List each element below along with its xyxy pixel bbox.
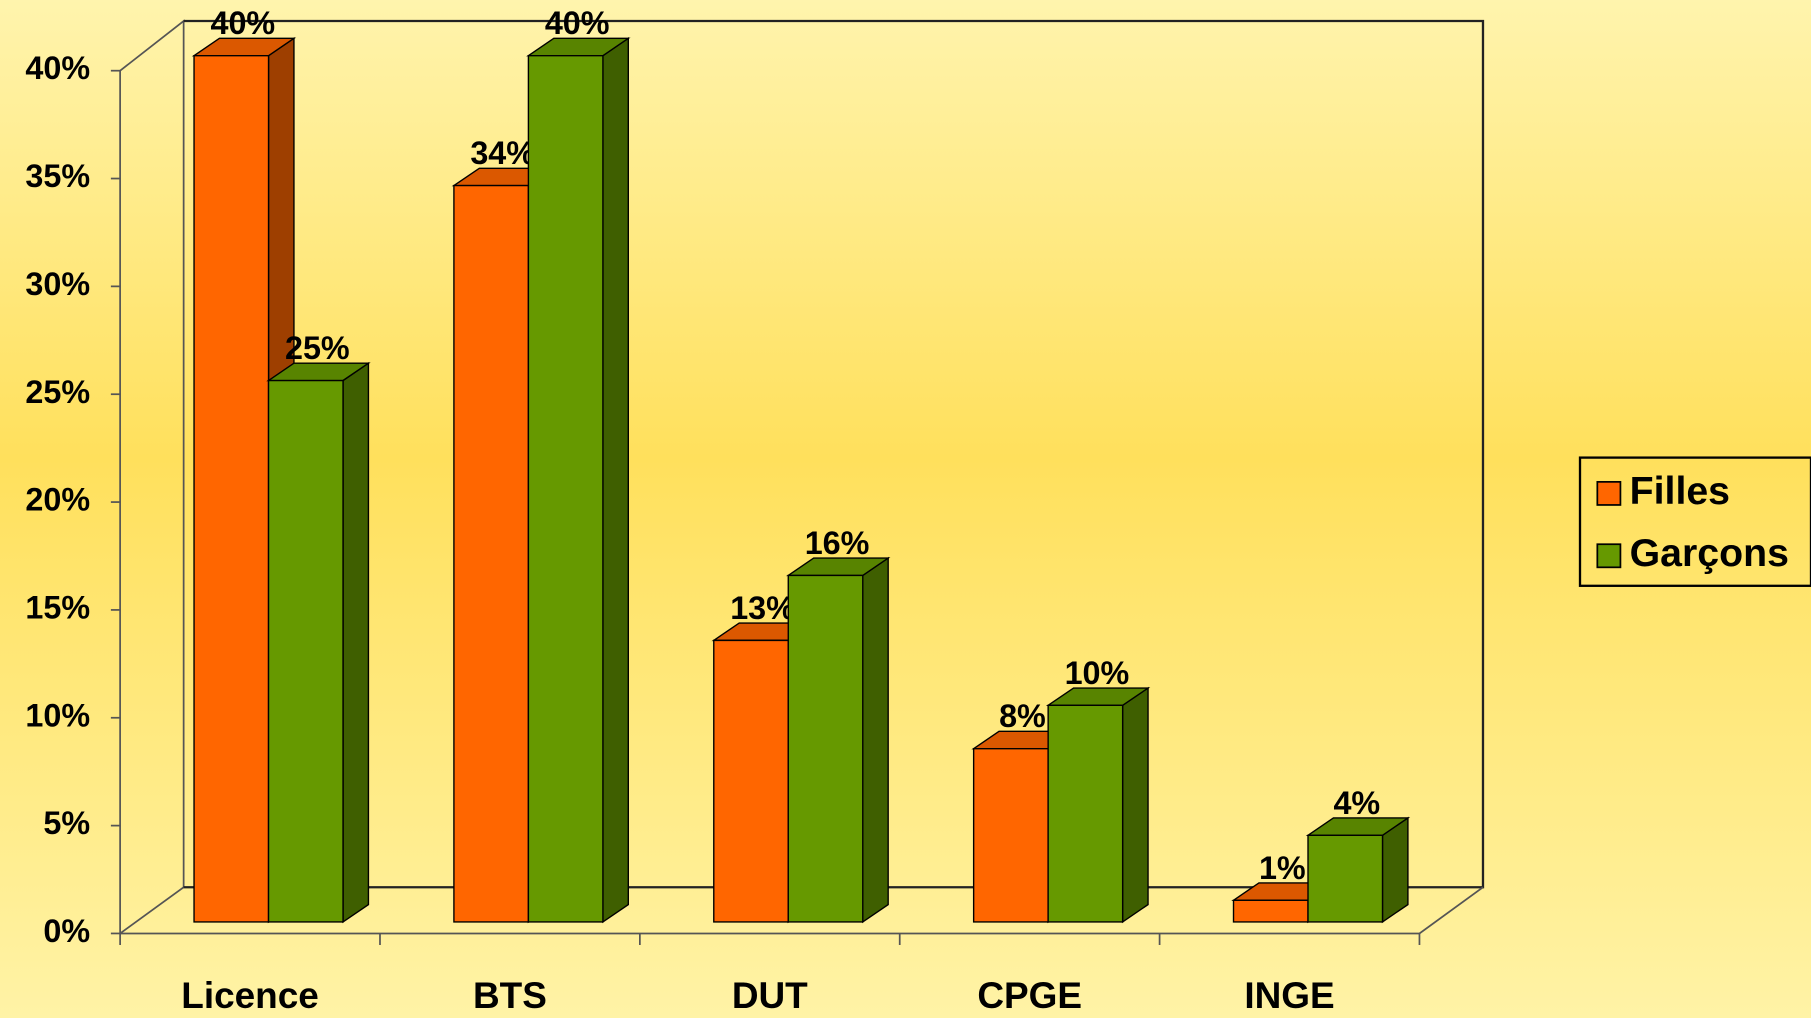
x-tick-label: Licence [181, 975, 319, 1016]
y-tick-label: 15% [25, 589, 90, 625]
bar-front [1232, 899, 1309, 923]
side-wall [119, 19, 185, 935]
x-tick-label: DUT [732, 975, 808, 1016]
y-tick-label: 35% [25, 158, 90, 194]
bar-side [1121, 686, 1149, 924]
data-label: 25% [285, 330, 350, 366]
legend-swatch [1596, 543, 1622, 569]
x-tick-label: INGE [1244, 975, 1334, 1016]
bar-front [972, 747, 1049, 923]
data-label: 40% [545, 5, 610, 41]
bar-front [787, 574, 864, 923]
bar [1045, 686, 1151, 924]
y-tick-label: 25% [25, 374, 90, 410]
y-tick-label: 10% [25, 697, 90, 733]
bar [526, 37, 631, 924]
legend-label: Garçons [1630, 531, 1789, 575]
y-tick-label: 40% [25, 50, 90, 86]
bar-front [1047, 704, 1124, 923]
bar-front [527, 54, 604, 923]
bar-side [1381, 816, 1409, 924]
bar-front [713, 639, 789, 923]
bar [266, 361, 371, 924]
y-tick-label: 5% [43, 805, 90, 841]
y-tick-label: 20% [25, 482, 90, 518]
bar-front [267, 379, 344, 923]
legend-swatch [1596, 480, 1622, 506]
data-label: 10% [1065, 655, 1130, 691]
data-label: 34% [470, 135, 535, 171]
bar-front [193, 54, 270, 923]
x-tick-label: BTS [473, 975, 547, 1016]
data-label: 16% [805, 525, 870, 561]
bar-front [1307, 834, 1384, 923]
data-label: 40% [210, 5, 275, 41]
data-label: 8% [999, 698, 1046, 734]
bar [786, 556, 891, 924]
legend-label: Filles [1630, 469, 1730, 513]
data-label: 1% [1259, 850, 1306, 886]
data-label: 4% [1333, 785, 1380, 821]
bar-side [862, 556, 889, 924]
data-label: 13% [730, 590, 795, 626]
x-tick-label: CPGE [977, 975, 1082, 1016]
bar [1305, 816, 1411, 924]
bar-side [342, 361, 370, 924]
legend-box [1578, 456, 1811, 587]
y-tick-label: 0% [43, 913, 90, 949]
bar-front [453, 184, 530, 923]
y-tick-label: 30% [25, 266, 90, 302]
bar-side [602, 37, 629, 924]
